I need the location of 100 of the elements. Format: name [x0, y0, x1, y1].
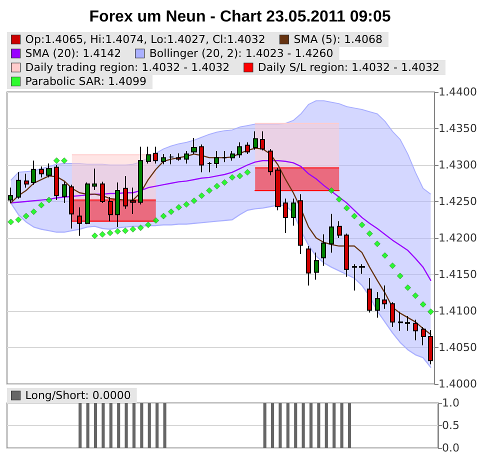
- candlestick: [222, 150, 227, 163]
- point: [160, 212, 167, 220]
- candlestick: [268, 148, 273, 176]
- line-series: [10, 148, 432, 335]
- point: [99, 231, 106, 238]
- y-tick-label: 1.4300: [438, 158, 478, 172]
- candlestick: [184, 150, 189, 164]
- point: [420, 301, 426, 308]
- point: [389, 262, 396, 269]
- point: [236, 172, 244, 180]
- candlestick: [421, 326, 426, 346]
- candlestick: [92, 168, 97, 190]
- candlestick: [352, 264, 357, 292]
- candlestick: [130, 187, 136, 214]
- y-tick-label: 1.4150: [438, 268, 478, 281]
- point: [336, 196, 342, 203]
- point: [137, 224, 144, 232]
- point: [168, 208, 174, 215]
- candlestick: [24, 173, 29, 188]
- candlestick: [191, 137, 197, 155]
- point: [214, 182, 220, 190]
- candlestick: [169, 154, 174, 165]
- point: [351, 212, 358, 220]
- candlestick: [253, 130, 258, 150]
- legend-label: Long/Short: 0.0000: [25, 389, 131, 402]
- y-tick-label: 1.4100: [438, 304, 478, 318]
- candlestick: [428, 329, 433, 365]
- y-tick-label: 1.4000: [438, 378, 478, 390]
- line-series: [10, 202, 432, 368]
- candlestick: [62, 181, 67, 204]
- point: [61, 157, 68, 164]
- point: [53, 157, 60, 164]
- candlestick: [413, 319, 418, 341]
- candlestick: [260, 130, 265, 151]
- point: [244, 169, 251, 176]
- point: [328, 187, 335, 194]
- candlestick: [337, 220, 342, 238]
- candlestick: [161, 154, 166, 165]
- point: [30, 208, 37, 215]
- point: [404, 284, 412, 291]
- candlestick: [153, 146, 158, 164]
- candlestick: [306, 246, 311, 286]
- candlestick: [54, 164, 59, 201]
- candlestick: [176, 152, 181, 162]
- candlestick: [344, 233, 349, 278]
- candlestick: [359, 264, 365, 274]
- candlestick: [207, 162, 212, 173]
- candlestick: [275, 167, 281, 211]
- point: [15, 216, 22, 223]
- point: [8, 218, 14, 226]
- line-series: [10, 160, 432, 281]
- candlestick: [31, 160, 36, 186]
- point: [221, 179, 228, 186]
- candlestick: [146, 146, 151, 164]
- candlestick: [375, 292, 380, 318]
- candlestick: [123, 175, 128, 210]
- y-tick-label: 1.4250: [438, 195, 478, 208]
- point: [22, 212, 30, 220]
- point: [183, 201, 190, 208]
- point: [38, 202, 45, 208]
- legend-label: SMA (5): 1.4068: [294, 33, 383, 46]
- legend-label: Bollinger (20, 2): 1.4023 - 1.4260: [149, 47, 334, 60]
- point: [198, 192, 205, 199]
- candlestick: [100, 181, 105, 204]
- point: [396, 272, 404, 280]
- candlestick: [237, 142, 242, 158]
- point: [122, 227, 129, 234]
- legend-label: Daily S/L region: 1.4032 - 1.4032: [258, 61, 440, 74]
- candlestick: [329, 213, 334, 254]
- candlestick: [398, 311, 403, 332]
- point: [343, 204, 350, 212]
- candlestick: [283, 198, 288, 234]
- candlestick: [321, 234, 326, 266]
- candlestick: [214, 150, 219, 168]
- point: [374, 240, 381, 248]
- point: [382, 252, 388, 259]
- point: [106, 230, 114, 236]
- candlestick: [314, 252, 319, 280]
- point: [114, 228, 121, 235]
- point: [130, 226, 136, 232]
- point: [144, 222, 152, 228]
- y-tick-label: 1.4400: [438, 86, 478, 98]
- y-tick-label: 0.0: [442, 442, 460, 454]
- point: [152, 217, 160, 224]
- point: [427, 308, 434, 315]
- candlestick: [199, 144, 204, 173]
- candlestick: [108, 196, 113, 222]
- point: [92, 232, 98, 240]
- candlestick: [69, 184, 74, 230]
- candlestick: [382, 284, 387, 310]
- point: [206, 187, 213, 194]
- point: [176, 204, 182, 211]
- candlestick: [115, 182, 120, 228]
- candlestick: [46, 163, 52, 178]
- candlestick: [16, 172, 21, 200]
- candlestick: [77, 206, 82, 236]
- legend-label: Parabolic SAR: 1.4099: [25, 75, 147, 88]
- chart-title: Forex um Neun - Chart 23.05.2011 09:05: [89, 8, 391, 26]
- candlestick: [367, 278, 372, 313]
- candlestick: [8, 187, 13, 204]
